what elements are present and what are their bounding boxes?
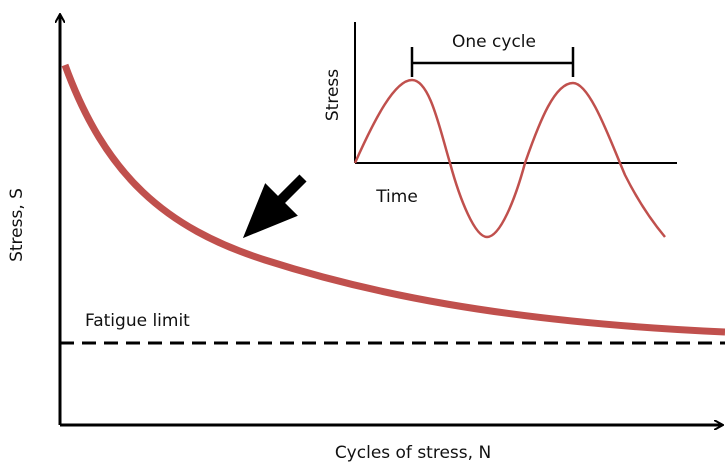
- inset-x-label: Time: [375, 187, 418, 207]
- y-axis-label: Stress, S: [7, 188, 27, 262]
- inset-y-label: Stress: [323, 69, 343, 121]
- cycle-label: One cycle: [452, 32, 536, 52]
- pointer-arrow: [242, 174, 307, 239]
- x-axis-label: Cycles of stress, N: [335, 443, 491, 463]
- sn-curve: [61, 63, 725, 336]
- fatigue-limit-label: Fatigue limit: [85, 311, 190, 331]
- stress-wave: [353, 78, 666, 239]
